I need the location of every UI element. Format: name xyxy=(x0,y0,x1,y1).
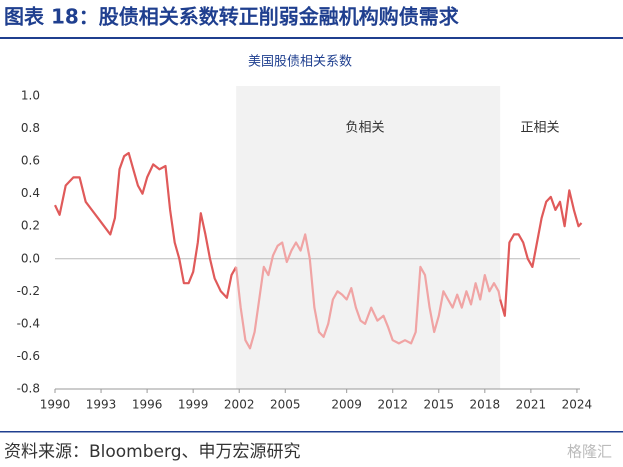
watermark: 格隆汇 xyxy=(567,443,612,461)
figure-title: 图表 18：股债相关系数转正削弱金融机构购债需求 xyxy=(4,5,460,29)
y-tick-label: -0.4 xyxy=(17,316,40,330)
plot: -0.8 -0.6 -0.4 -0.2 0.0 0.2 0.4 0.6 0.8 1.0 1990 19… xyxy=(17,86,593,412)
y-tick-label: 0.0 xyxy=(21,251,40,265)
y-tick-label: -0.2 xyxy=(17,284,40,298)
y-tick-label: 0.6 xyxy=(21,154,40,168)
y-tick-label: -0.6 xyxy=(17,349,40,363)
x-tick-label: 1999 xyxy=(178,398,209,412)
x-tick-label: 2021 xyxy=(516,398,547,412)
x-tick-label: 2005 xyxy=(270,398,301,412)
x-tick-label: 2009 xyxy=(331,398,362,412)
shaded-region xyxy=(236,86,501,389)
chart-title: 美国股债相关系数 xyxy=(248,55,352,70)
source: 资料来源：Bloomberg、申万宏源研究 xyxy=(4,442,300,462)
x-tick-label: 1996 xyxy=(132,398,163,412)
series-line xyxy=(499,189,583,317)
x-tick-label: 1990 xyxy=(40,398,71,412)
y-tick-label: 0.4 xyxy=(21,186,40,200)
series-line xyxy=(235,233,502,350)
header-rule xyxy=(0,37,623,39)
series-line xyxy=(54,151,238,299)
annotation: 正相关 xyxy=(520,121,559,136)
y-tick-label: 0.8 xyxy=(21,121,40,135)
x-tick-label: 1993 xyxy=(86,398,117,412)
y-tick-label: 0.2 xyxy=(21,219,40,233)
y-tick-label: -0.8 xyxy=(17,382,40,396)
y-tick-label: 1.0 xyxy=(21,89,40,103)
x-tick-label: 2015 xyxy=(423,398,454,412)
x-tick-label: 2012 xyxy=(377,398,408,412)
x-tick-label: 2002 xyxy=(224,398,255,412)
annotation: 负相关 xyxy=(345,121,384,136)
x-tick-label: 2024 xyxy=(562,398,593,412)
footer-rule xyxy=(0,431,623,433)
x-tick-label: 2018 xyxy=(470,398,501,412)
